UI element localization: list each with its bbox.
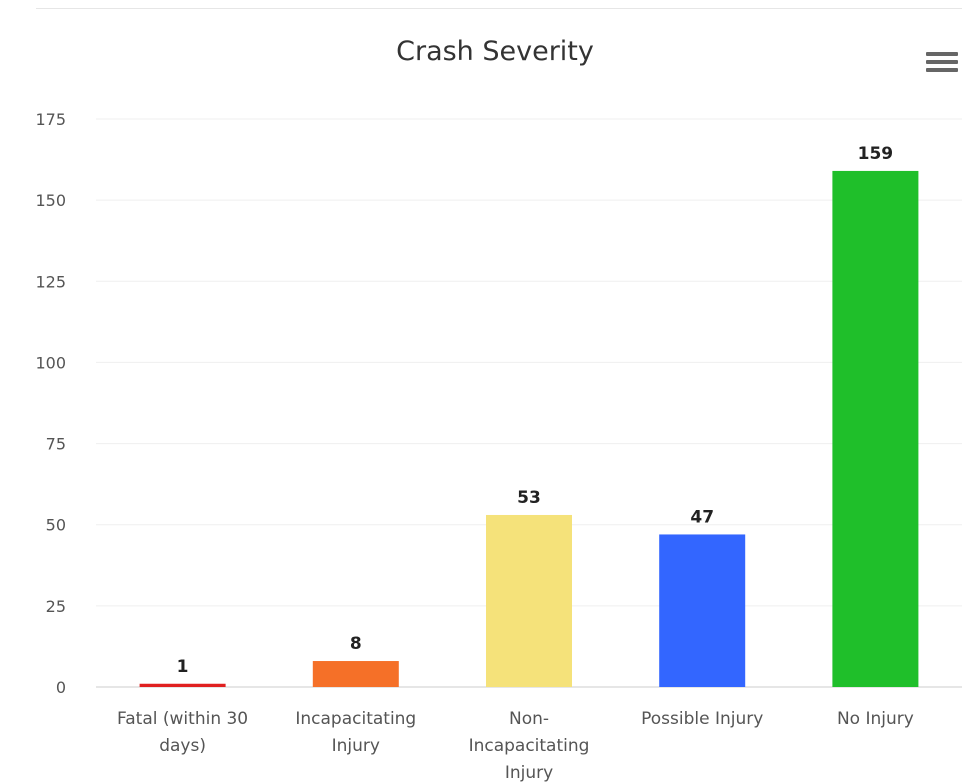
bar [486,514,572,687]
bar [659,534,746,687]
data-label: 159 [858,144,894,164]
chart-title: Crash Severity [396,36,594,67]
y-tick-label: 75 [46,435,66,454]
data-label: 8 [350,634,362,654]
y-tick-label: 25 [46,597,66,616]
data-label: 47 [690,507,714,527]
x-tick-label: No Injury [837,709,914,729]
x-tick-label: Fatal (within 30 [117,709,248,729]
x-tick-label: days) [159,736,206,756]
y-tick-label: 0 [56,678,66,697]
x-tick-label: Incapacitating [469,736,590,756]
hamburger-menu-icon[interactable] [926,52,958,78]
top-divider [36,8,962,9]
bar [139,683,226,687]
bar [312,661,399,687]
x-tick-label: Non- [509,709,549,729]
y-tick-label: 100 [35,353,66,372]
data-label: 53 [517,488,541,508]
x-tick-label: Injury [332,736,380,756]
bar [832,170,919,688]
x-tick-label: Injury [505,763,553,783]
y-tick-label: 50 [46,516,66,535]
x-tick-label: Incapacitating [295,709,416,729]
y-tick-label: 150 [35,191,66,210]
y-tick-label: 175 [35,110,66,129]
data-label: 1 [177,657,189,677]
x-tick-label: Possible Injury [641,709,763,729]
y-tick-label: 125 [35,272,66,291]
